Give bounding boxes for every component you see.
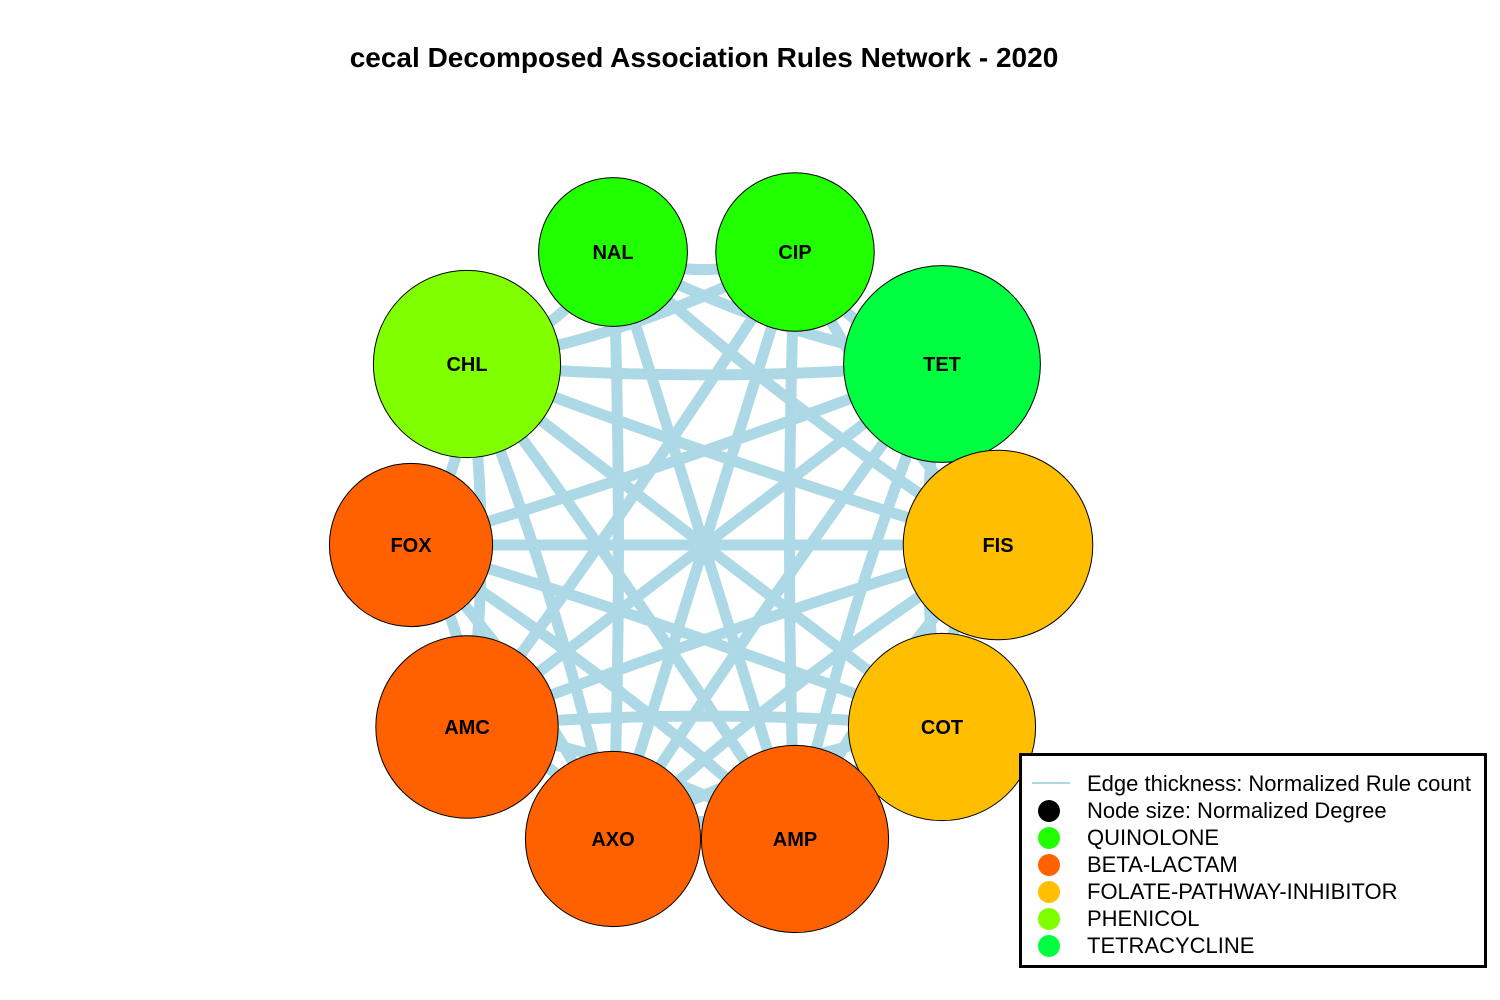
node-label: FIS	[982, 535, 1013, 557]
legend-label: BETA-LACTAM	[1087, 852, 1238, 877]
legend-label: PHENICOL	[1087, 906, 1200, 931]
node-circle	[843, 265, 1041, 463]
node-amc: AMC	[375, 635, 559, 819]
legend-dot-swatch	[1038, 854, 1060, 876]
legend-dot-swatch	[1038, 800, 1060, 822]
node-label: AMP	[773, 829, 817, 851]
legend: Edge thickness: Normalized Rule count No…	[1019, 753, 1487, 968]
node-circle	[902, 449, 1094, 641]
legend-label: FOLATE-PATHWAY-INHIBITOR	[1087, 879, 1398, 904]
node-cot: COT	[847, 632, 1037, 822]
legend-item-folate-pathway-inhibitor: FOLATE-PATHWAY-INHIBITOR	[1022, 878, 1484, 905]
diagram-title: cecal Decomposed Association Rules Netwo…	[349, 42, 1059, 73]
node-label: AXO	[591, 829, 634, 851]
legend-line-swatch	[1032, 782, 1070, 784]
node-circle	[372, 269, 562, 459]
legend-label: TETRACYCLINE	[1087, 933, 1255, 958]
legend-label: QUINOLONE	[1087, 825, 1220, 850]
node-tet: TET	[843, 265, 1041, 463]
node-circle	[847, 632, 1037, 822]
node-chl: CHL	[372, 269, 562, 459]
node-label: AMC	[444, 717, 490, 739]
node-fis: FIS	[902, 449, 1094, 641]
legend-item-phenicol: PHENICOL	[1022, 905, 1484, 932]
legend-item-edge-thickness: Edge thickness: Normalized Rule count	[1022, 770, 1484, 797]
legend-label: Edge thickness: Normalized Rule count	[1087, 771, 1471, 796]
node-circle	[715, 172, 875, 332]
node-circle	[328, 462, 494, 628]
node-label: CHL	[446, 354, 487, 376]
legend-item-beta-lactam: BETA-LACTAM	[1022, 851, 1484, 878]
node-label: CIP	[778, 242, 811, 264]
node-circle	[375, 635, 559, 819]
node-label: COT	[921, 717, 963, 739]
node-nal: NAL	[538, 177, 688, 327]
legend-item-tetracycline: TETRACYCLINE	[1022, 932, 1484, 959]
node-amp: AMP	[700, 744, 890, 934]
node-label: FOX	[390, 535, 432, 557]
node-fox: FOX	[328, 462, 494, 628]
node-circle	[524, 750, 702, 928]
legend-dot-swatch	[1038, 935, 1060, 957]
legend-dot-swatch	[1038, 827, 1060, 849]
node-axo: AXO	[524, 750, 702, 928]
node-circle	[700, 744, 890, 934]
legend-dot-swatch	[1038, 908, 1060, 930]
legend-item-quinolone: QUINOLONE	[1022, 824, 1484, 851]
legend-dot-swatch	[1038, 881, 1060, 903]
node-circle	[538, 177, 688, 327]
node-label: TET	[923, 354, 961, 376]
node-label: NAL	[592, 242, 633, 264]
legend-label: Node size: Normalized Degree	[1087, 798, 1387, 823]
legend-item-node-size: Node size: Normalized Degree	[1022, 797, 1484, 824]
node-layer: NAL CIP TET FIS COT AMP AXO AMC FOX CHL	[328, 172, 1094, 934]
node-cip: CIP	[715, 172, 875, 332]
